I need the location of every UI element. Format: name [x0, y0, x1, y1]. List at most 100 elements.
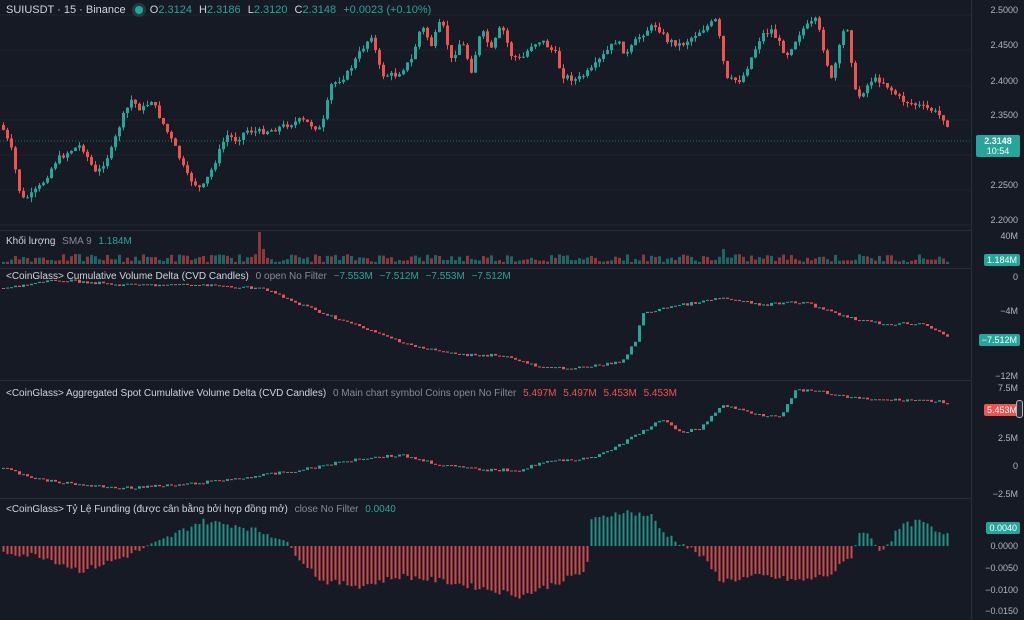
- pane-separator[interactable]: [0, 268, 1024, 269]
- cvd-candle: [694, 302, 697, 304]
- cvd-candle: [262, 287, 265, 289]
- scale-drag-handle[interactable]: [1016, 400, 1023, 418]
- cvd-candle: [354, 323, 357, 325]
- spot-cvd-legend[interactable]: <CoinGlass> Aggregated Spot Cumulative V…: [6, 387, 681, 401]
- pane-separator[interactable]: [0, 498, 1024, 499]
- volume-bar: [454, 260, 457, 264]
- spot-cvd-candle: [138, 486, 141, 489]
- cvd-candle: [402, 342, 405, 344]
- volume-bar: [202, 255, 205, 264]
- volume-bar: [162, 261, 165, 264]
- spot-cvd-candle: [206, 480, 209, 484]
- cvd-candle: [614, 361, 617, 365]
- price-candle: [70, 150, 73, 154]
- funding-bar: [54, 546, 57, 565]
- spot-cvd-candle: [18, 471, 21, 475]
- volume-bar: [506, 255, 509, 264]
- funding-legend[interactable]: <CoinGlass> Tỷ Lệ Funding (được cân bằng…: [6, 503, 400, 517]
- volume-legend[interactable]: Khối lượng SMA 9 1.184M: [6, 235, 136, 249]
- funding-bar: [910, 526, 913, 546]
- price-candle: [938, 110, 941, 116]
- price-candle: [926, 104, 929, 109]
- price-candle: [574, 79, 577, 81]
- spot-cvd-candle: [342, 461, 345, 463]
- cvd-candle: [774, 302, 777, 304]
- volume-bar: [406, 260, 409, 264]
- volume-bar: [786, 259, 789, 264]
- spot-cvd-candle: [466, 467, 469, 469]
- pane-separator[interactable]: [0, 230, 1024, 231]
- volume-bar: [646, 261, 649, 264]
- bar-countdown: 10:54: [986, 146, 1010, 156]
- volume-bar: [334, 254, 337, 264]
- close-label: C: [294, 4, 303, 16]
- price-candle: [906, 101, 909, 104]
- price-candle: [358, 51, 361, 59]
- funding-bar: [26, 546, 29, 557]
- price-scale[interactable]: 2.5000 2.4500 2.4000 2.3500 2.2500 2.200…: [971, 0, 1024, 620]
- volume-bar: [302, 258, 305, 264]
- volume-bar: [794, 258, 797, 264]
- price-candle: [438, 22, 441, 33]
- cvd-candle: [658, 308, 661, 312]
- funding-bar: [494, 546, 497, 593]
- cvd-candle: [226, 285, 229, 287]
- price-candle: [474, 55, 477, 73]
- funding-bar: [174, 532, 177, 546]
- spot-cvd-candle: [334, 461, 337, 466]
- spot-cvd-candle: [106, 487, 109, 489]
- funding-bar: [590, 519, 593, 546]
- volume-bar: [822, 256, 825, 264]
- spot-cvd-candle: [586, 457, 589, 459]
- volume-bar: [630, 261, 633, 264]
- spot-cvd-candle: [878, 399, 881, 401]
- funding-bar: [914, 519, 917, 546]
- spot-cvd-axis-tick: 7.5M: [997, 383, 1018, 393]
- volume-bar: [126, 257, 129, 264]
- cvd-legend[interactable]: <CoinGlass> Cumulative Volume Delta (CVD…: [6, 270, 515, 284]
- spot-cvd-candle: [166, 484, 169, 487]
- volume-bar: [874, 260, 877, 264]
- spot-cvd-candle: [934, 401, 937, 403]
- cvd-candle: [418, 346, 421, 348]
- spot-cvd-candle: [758, 414, 761, 416]
- price-candle: [602, 54, 605, 59]
- spot-cvd-candle: [70, 481, 73, 484]
- cvd-candle: [482, 354, 485, 357]
- funding-bar: [610, 516, 613, 546]
- price-candle: [194, 181, 197, 186]
- volume-bar: [586, 257, 589, 264]
- symbol-title[interactable]: SUIUSDT · 15 · Binance: [6, 4, 126, 16]
- volume-bar: [866, 256, 869, 264]
- spot-cvd-candle: [942, 400, 945, 404]
- funding-bar: [522, 546, 525, 595]
- funding-bar: [114, 546, 117, 560]
- price-candle: [890, 87, 893, 91]
- spot-cvd-candle: [862, 397, 865, 399]
- funding-bar: [654, 520, 657, 546]
- volume-bar: [378, 255, 381, 264]
- volume-bar: [258, 232, 261, 264]
- cvd-axis-tick: −12M: [995, 371, 1018, 381]
- pane-separator[interactable]: [0, 380, 1024, 381]
- cvd-candle: [906, 322, 909, 325]
- volume-bar: [522, 259, 525, 264]
- price-tick: 2.4500: [990, 40, 1018, 50]
- cvd-candle: [94, 282, 97, 285]
- funding-bar: [530, 546, 533, 594]
- price-candle: [682, 43, 685, 46]
- price-candle: [598, 58, 601, 63]
- price-candle: [266, 131, 269, 135]
- funding-bar: [630, 512, 633, 546]
- volume-bar: [218, 254, 221, 264]
- cvd-candle: [610, 362, 613, 365]
- cvd-candle: [422, 346, 425, 349]
- cvd-candle: [238, 287, 241, 289]
- cvd-candle: [74, 279, 77, 281]
- volume-bar: [314, 254, 317, 264]
- funding-bar: [282, 540, 285, 546]
- spot-cvd-candle: [338, 461, 341, 463]
- funding-bar: [458, 546, 461, 584]
- price-candle: [18, 169, 21, 191]
